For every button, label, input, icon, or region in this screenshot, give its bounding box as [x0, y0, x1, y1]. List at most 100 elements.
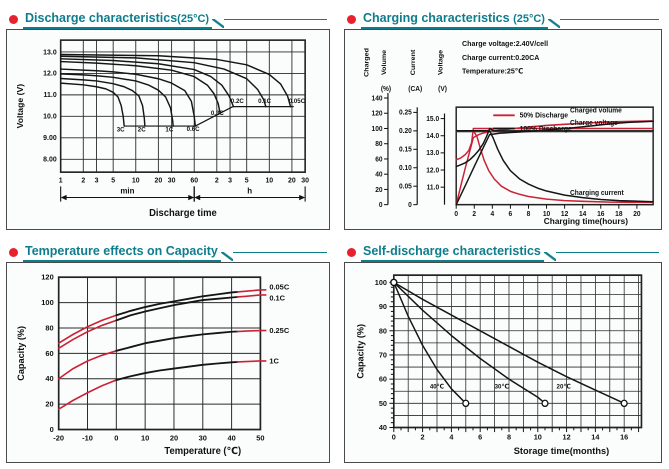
svg-text:50: 50	[379, 399, 387, 408]
svg-text:20℃: 20℃	[557, 383, 572, 390]
svg-text:11.0: 11.0	[44, 92, 57, 99]
svg-text:Charging time(hours): Charging time(hours)	[544, 216, 628, 226]
svg-text:120: 120	[372, 110, 383, 117]
svg-text:3C: 3C	[117, 126, 125, 133]
svg-text:20: 20	[288, 177, 296, 184]
section-header-temperature: Temperature effects on Capacity	[6, 238, 330, 262]
title-temp: (25°C)	[177, 13, 210, 26]
svg-text:40: 40	[227, 434, 235, 443]
svg-text:11.0: 11.0	[427, 184, 440, 191]
svg-text:min: min	[120, 186, 134, 195]
header-diagonal-line	[543, 252, 556, 261]
svg-text:Charge current:0.20CA: Charge current:0.20CA	[462, 53, 540, 62]
svg-text:Capacity (%): Capacity (%)	[16, 326, 26, 381]
svg-text:50% Discharge: 50% Discharge	[520, 113, 569, 120]
svg-text:Capacity (%): Capacity (%)	[356, 324, 366, 379]
header-rule-line	[555, 252, 659, 253]
title-temp: (25°C)	[513, 13, 545, 26]
charging-chart: Charge voltage:2.40V/cell Charge current:…	[364, 39, 654, 226]
svg-text:Current: Current	[410, 49, 417, 75]
section-title: Charging characteristics (25°C)	[361, 11, 548, 29]
svg-text:0: 0	[114, 434, 118, 443]
svg-text:80: 80	[379, 326, 387, 335]
svg-text:0.25C: 0.25C	[269, 326, 289, 335]
svg-text:60: 60	[379, 375, 387, 384]
svg-text:2: 2	[421, 433, 425, 442]
svg-text:Temperature (℃): Temperature (℃)	[164, 446, 241, 457]
svg-text:8: 8	[507, 433, 511, 442]
svg-text:100: 100	[375, 278, 387, 287]
svg-text:30: 30	[199, 434, 207, 443]
svg-text:0.25: 0.25	[399, 110, 412, 117]
svg-text:4: 4	[490, 211, 494, 218]
svg-text:120: 120	[41, 273, 53, 282]
title-text: Self-discharge characteristics	[363, 244, 541, 259]
svg-text:30: 30	[168, 177, 176, 184]
svg-text:12: 12	[561, 211, 569, 218]
svg-text:15.0: 15.0	[426, 116, 439, 123]
svg-text:20: 20	[155, 177, 163, 184]
svg-text:12.0: 12.0	[426, 167, 439, 174]
svg-text:100: 100	[41, 298, 53, 307]
svg-text:140: 140	[372, 95, 383, 102]
svg-text:13.0: 13.0	[426, 150, 439, 157]
svg-text:1: 1	[59, 177, 63, 184]
svg-text:Charging current: Charging current	[570, 190, 624, 197]
discharge-chart: 3C 2C 1C 0.6C 0.3C 0.2C 0.1C 0.05C 13.0 12.0 11.0 1…	[15, 39, 309, 219]
header-rule-line	[224, 19, 327, 20]
bullet-icon	[347, 248, 356, 257]
svg-text:0: 0	[50, 425, 54, 434]
section-header-charging: Charging characteristics (25°C)	[344, 5, 662, 29]
svg-text:0.3C: 0.3C	[211, 110, 224, 117]
svg-text:5: 5	[111, 177, 115, 184]
svg-text:0.15: 0.15	[399, 147, 412, 154]
svg-text:70: 70	[379, 350, 387, 359]
self-discharge-chart: 40 50 60 70 80 90 100 0 2 4 6 8 10 12 14 16 40℃ 30℃ 20℃ Cap…	[356, 274, 643, 457]
svg-text:40℃: 40℃	[430, 383, 445, 390]
svg-text:0.6C: 0.6C	[187, 126, 200, 133]
header-diagonal-line	[220, 252, 233, 261]
svg-text:0: 0	[454, 211, 458, 218]
svg-text:16: 16	[597, 211, 605, 218]
title-text: Temperature effects on Capacity	[25, 244, 218, 259]
svg-text:13.0: 13.0	[43, 49, 57, 56]
discharge-chart-panel: 3C 2C 1C 0.6C 0.3C 0.2C 0.1C 0.05C 13.0 12.0 11.0 1…	[6, 29, 330, 230]
svg-text:80: 80	[375, 141, 383, 148]
section-title: Temperature effects on Capacity	[23, 244, 221, 262]
svg-text:100: 100	[372, 126, 383, 133]
svg-text:16: 16	[620, 433, 628, 442]
svg-text:6: 6	[478, 433, 482, 442]
svg-text:Charged: Charged	[364, 48, 371, 77]
svg-text:1C: 1C	[165, 126, 173, 133]
svg-text:3: 3	[228, 177, 232, 184]
svg-text:60: 60	[190, 177, 198, 184]
svg-text:h: h	[247, 186, 252, 195]
svg-text:80: 80	[45, 323, 53, 332]
title-text: Charging characteristics	[363, 11, 514, 26]
svg-text:20: 20	[45, 400, 53, 409]
header-diagonal-line	[212, 19, 225, 28]
svg-text:3: 3	[95, 177, 99, 184]
svg-text:18: 18	[615, 211, 623, 218]
svg-text:Temperature:25℃: Temperature:25℃	[462, 66, 524, 75]
svg-text:0.05C: 0.05C	[269, 283, 289, 292]
svg-text:60: 60	[45, 349, 53, 358]
svg-text:0: 0	[379, 202, 383, 209]
svg-text:Charged volume: Charged volume	[570, 107, 622, 114]
bullet-icon	[9, 248, 18, 257]
header-rule-line	[559, 19, 659, 20]
panel-discharge-characteristics: Discharge characteristics(25°C) 3C 2C 1C 0.…	[6, 5, 330, 230]
svg-text:0.05: 0.05	[399, 183, 412, 190]
section-title: Self-discharge characteristics	[361, 244, 544, 262]
section-header-self-discharge: Self-discharge characteristics	[344, 238, 662, 262]
svg-text:6: 6	[509, 211, 513, 218]
svg-text:0: 0	[392, 433, 396, 442]
self-discharge-chart-panel: 40 50 60 70 80 90 100 0 2 4 6 8 10 12 14 16 40℃ 30℃ 20℃ Cap…	[344, 262, 662, 463]
svg-text:Charge voltage: Charge voltage	[570, 120, 618, 127]
svg-text:40: 40	[379, 423, 387, 432]
svg-text:-10: -10	[82, 434, 93, 443]
svg-text:90: 90	[379, 302, 387, 311]
svg-text:Storage time(months): Storage time(months)	[514, 446, 610, 457]
